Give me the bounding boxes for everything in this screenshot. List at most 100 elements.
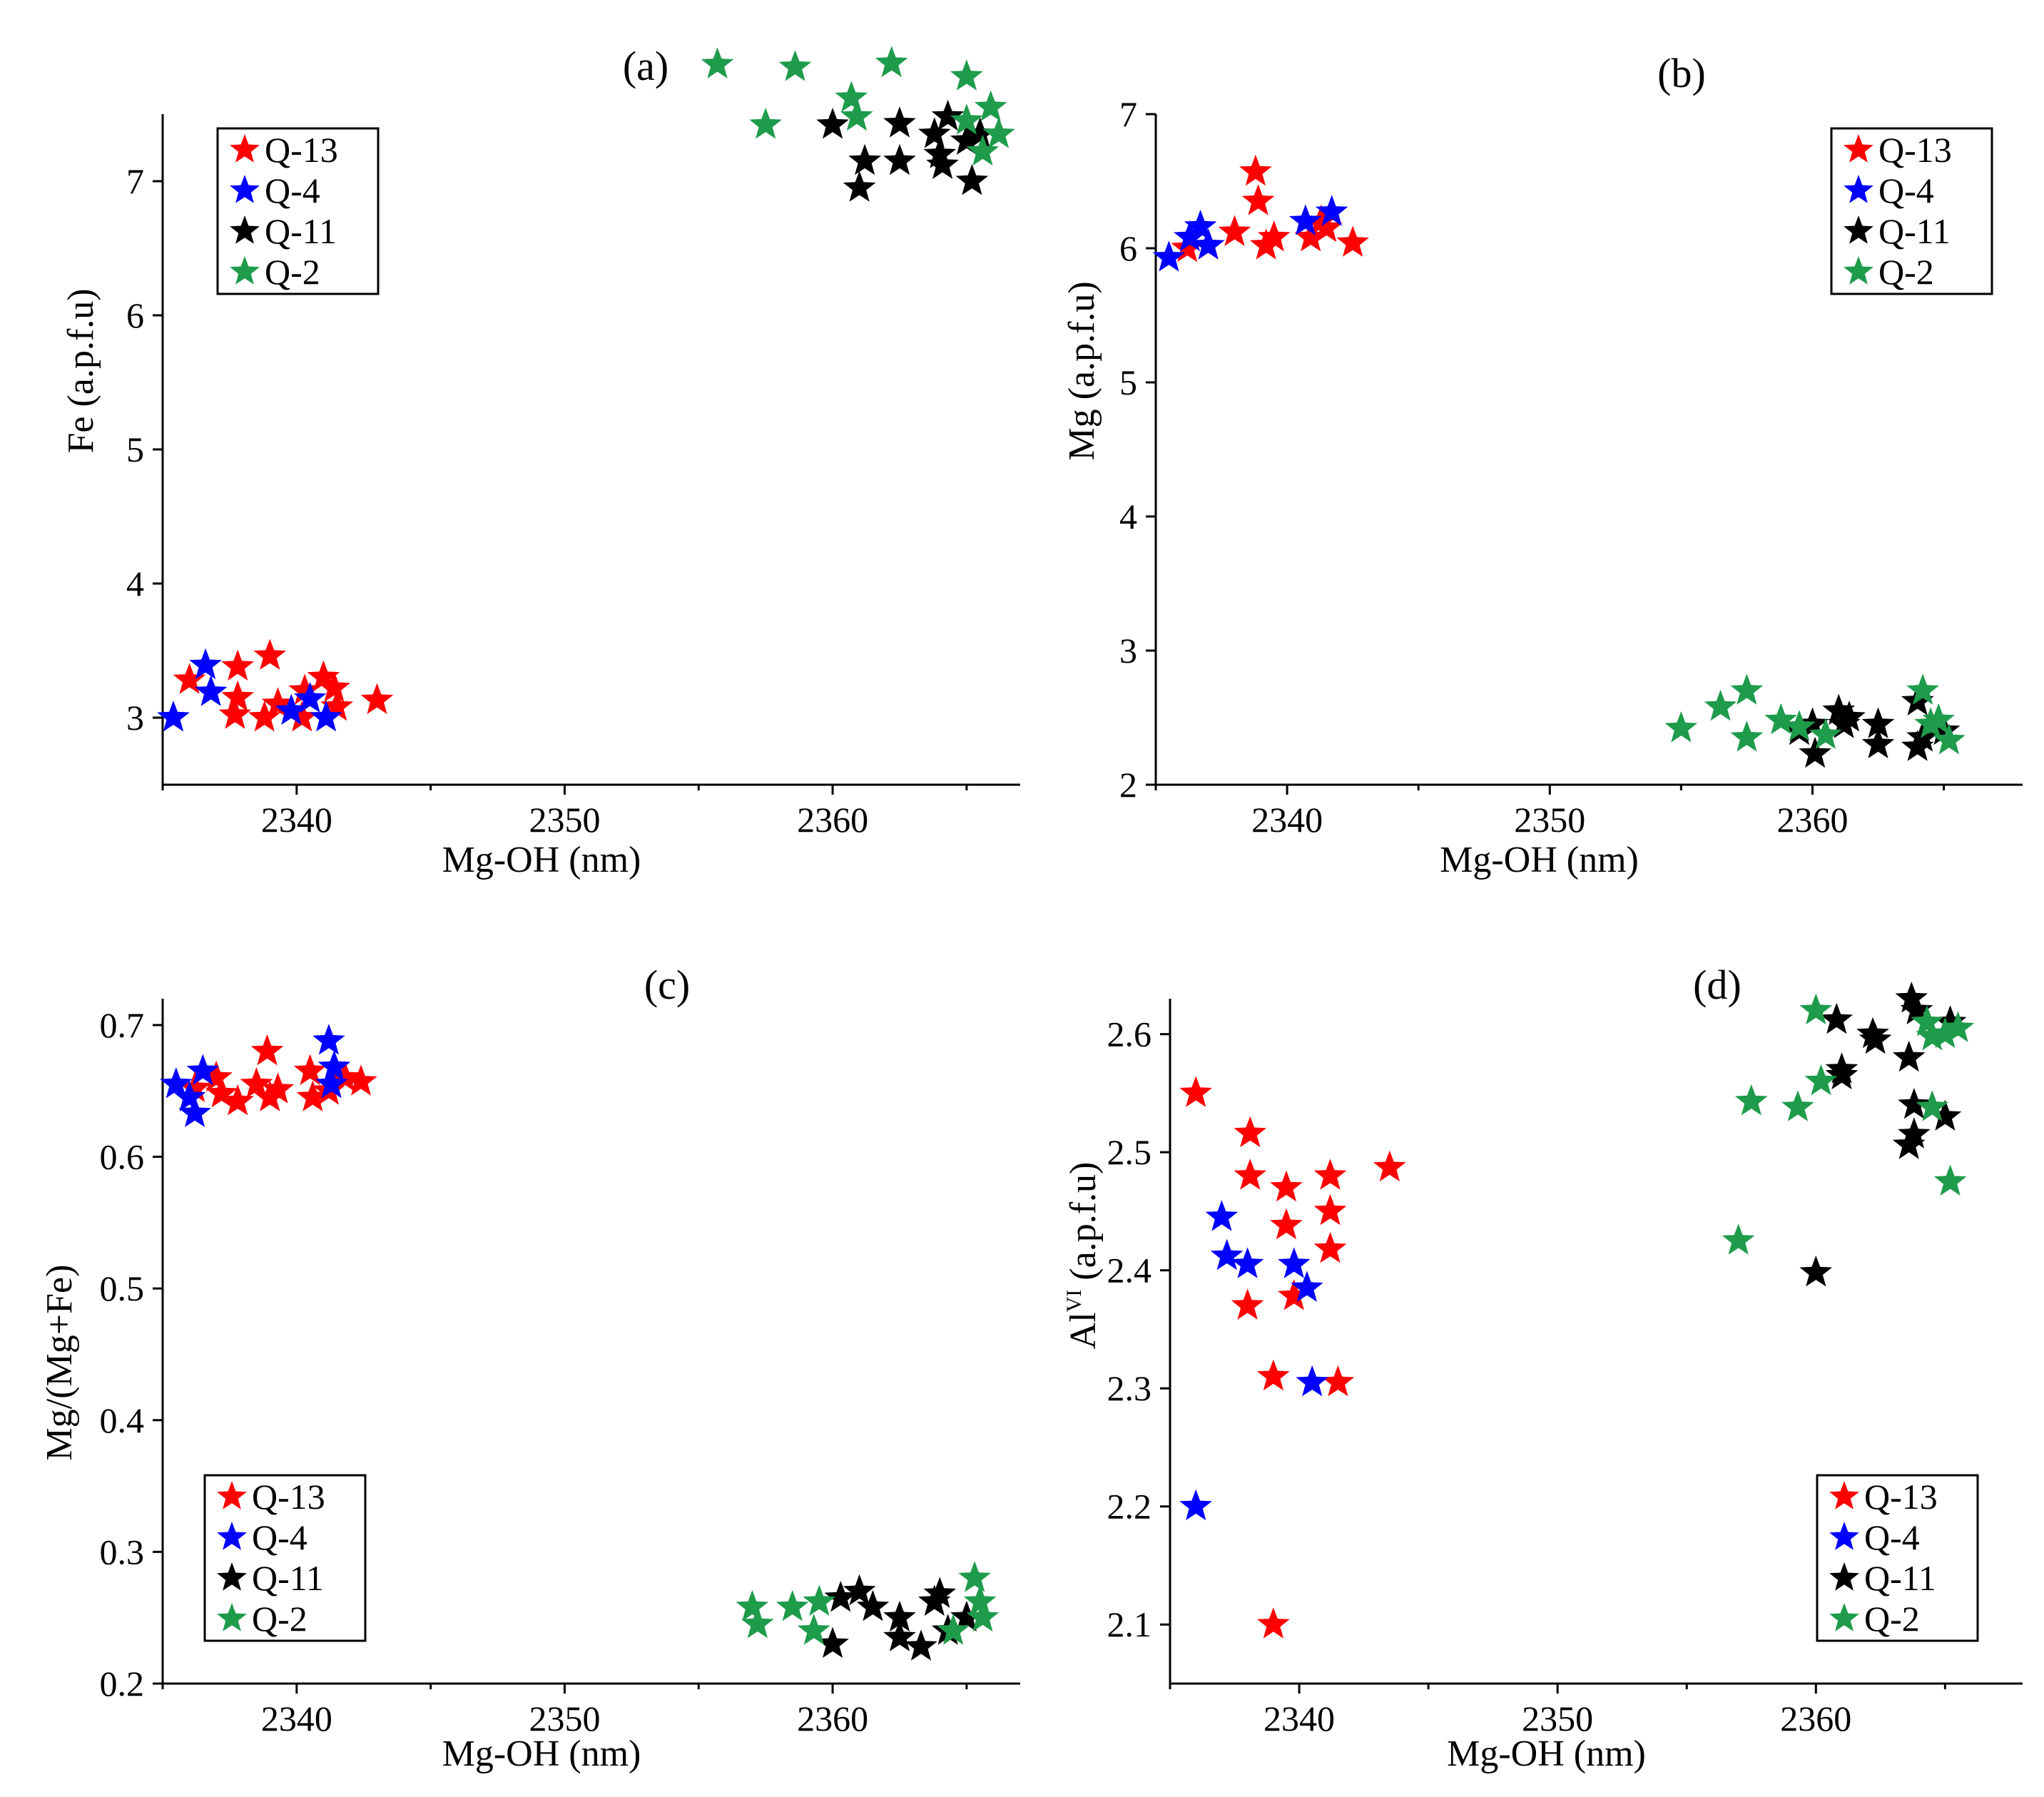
- data-point-q-13: [1270, 1170, 1303, 1202]
- data-point-q-13: [1239, 154, 1272, 186]
- legend-marker-q-11: [217, 1562, 247, 1591]
- data-point-q-4: [186, 1054, 220, 1085]
- data-point-q-13: [1373, 1150, 1406, 1182]
- data-point-q-13: [1294, 220, 1328, 252]
- data-point-q-2: [1722, 1223, 1755, 1255]
- legend-label: Q-2: [1864, 1599, 1920, 1639]
- x-axis-label: Mg-OH (nm): [1440, 840, 1639, 880]
- legend-label: Q-4: [252, 1517, 307, 1557]
- data-point-q-11: [931, 99, 965, 131]
- data-point-q-2: [741, 1607, 774, 1639]
- y-tick-label: 2: [1119, 765, 1137, 805]
- data-point-q-13: [1310, 210, 1343, 243]
- legend-label: Q-13: [1864, 1477, 1938, 1517]
- data-point-q-4: [173, 1080, 206, 1111]
- data-point-q-2: [1783, 710, 1816, 741]
- data-point-q-2: [1941, 1011, 1975, 1042]
- data-point-q-2: [1922, 703, 1955, 735]
- x-tick-label: 2350: [529, 1699, 600, 1739]
- data-point-q-4: [275, 693, 308, 725]
- data-point-q-13: [1257, 220, 1291, 252]
- panel-label: (d): [1693, 962, 1742, 1008]
- data-point-q-11: [1900, 993, 1933, 1024]
- data-point-q-2: [875, 46, 908, 77]
- data-point-q-11: [816, 108, 849, 139]
- data-point-q-11: [848, 143, 881, 175]
- legend-marker-q-2: [1844, 256, 1873, 285]
- data-point-q-13: [178, 1071, 211, 1102]
- y-tick-label: 6: [126, 295, 144, 335]
- data-point-q-4: [1231, 1247, 1264, 1278]
- data-point-q-2: [1799, 993, 1833, 1024]
- data-point-q-11: [905, 1629, 937, 1661]
- legend-label: Q-13: [1878, 130, 1952, 170]
- panel-b: 2340 2350 2360 2 3 4 5 6 7 Mg-OH (nm) Mg (a.p.f.u)…: [1062, 50, 2023, 880]
- data-point-q-13: [1257, 1607, 1290, 1639]
- legend-label: Q-2: [265, 252, 320, 292]
- legend-marker-q-13: [1844, 134, 1873, 163]
- y-tick-label: 0.2: [100, 1664, 145, 1704]
- data-point-q-11: [883, 1620, 916, 1651]
- data-point-q-13: [296, 1080, 330, 1111]
- legend-marker-q-2: [230, 256, 260, 285]
- panel-d: 2340 2350 2360 2.1 2.2 2.3 2.4 2.5 2.6 Mg-OH (nm)…: [1062, 962, 2023, 1774]
- data-point-q-13: [221, 649, 254, 681]
- data-point-q-2: [1914, 707, 1947, 738]
- y-tick-label: 0.3: [100, 1532, 145, 1572]
- data-point-q-2: [950, 59, 983, 91]
- x-axis-label: Mg-OH (nm): [442, 1734, 641, 1774]
- data-point-q-13: [317, 671, 351, 703]
- y-tick-label: 6: [1119, 228, 1137, 268]
- data-point-q-13: [1171, 231, 1204, 263]
- data-point-q-13: [173, 663, 206, 694]
- legend: Q-13Q-4Q-11Q-2: [1830, 127, 1993, 295]
- data-point-q-2: [974, 90, 1007, 121]
- legend-marker-q-4: [1829, 1522, 1859, 1550]
- y-tick-label: 2.3: [1107, 1368, 1152, 1408]
- legend-marker-q-13: [217, 1481, 247, 1510]
- data-point-q-2: [1734, 1084, 1768, 1116]
- legend: Q-13Q-4Q-11Q-2: [203, 1474, 367, 1642]
- data-point-q-11: [883, 1600, 916, 1632]
- data-point-q-4: [1174, 220, 1206, 252]
- x-tick-label: 2350: [1514, 800, 1585, 840]
- data-point-q-4: [1296, 1365, 1328, 1397]
- y-tick-label: 3: [126, 698, 144, 738]
- y-axis-label-unit: (a.p.f.u): [1063, 1162, 1104, 1290]
- legend-marker-q-2: [217, 1603, 247, 1631]
- data-point-q-2: [1906, 673, 1939, 705]
- y-axis-label: Mg (a.p.f.u): [1062, 281, 1102, 460]
- data-point-q-2: [778, 50, 812, 81]
- data-point-q-11: [1825, 1058, 1859, 1089]
- data-point-q-13: [248, 701, 281, 732]
- y-tick-label: 0.6: [100, 1137, 145, 1177]
- data-point-q-13: [1313, 1159, 1347, 1190]
- data-point-q-2: [958, 1561, 991, 1592]
- data-point-q-11: [1822, 693, 1856, 725]
- data-point-q-4: [293, 681, 327, 713]
- y-tick-label: 2.4: [1107, 1251, 1152, 1291]
- data-point-q-13: [1313, 1231, 1347, 1263]
- data-point-q-2: [1764, 703, 1798, 735]
- data-point-q-2: [1730, 721, 1764, 752]
- data-point-q-4: [1278, 1247, 1311, 1278]
- data-point-q-11: [843, 170, 876, 202]
- legend-label: Q-11: [265, 211, 337, 251]
- y-axis-label: AlVI (a.p.f.u): [1062, 1162, 1104, 1350]
- legend-label: Q-11: [252, 1558, 324, 1598]
- x-tick-label: 2340: [1263, 1699, 1335, 1739]
- legend-label: Q-4: [265, 170, 320, 210]
- panel-label: (a): [623, 43, 668, 89]
- data-point-q-2: [950, 103, 983, 135]
- y-tick-label: 2.1: [1107, 1604, 1152, 1644]
- data-point-q-13: [221, 680, 254, 712]
- data-point-q-13: [1241, 184, 1275, 215]
- data-point-q-2: [736, 1589, 769, 1622]
- data-point-q-2: [1928, 1017, 1962, 1049]
- legend-marker-q-11: [1844, 215, 1873, 244]
- data-point-q-13: [200, 1060, 233, 1092]
- data-point-q-4: [157, 701, 190, 732]
- data-point-q-11: [1820, 1002, 1854, 1034]
- data-point-q-11: [963, 117, 997, 148]
